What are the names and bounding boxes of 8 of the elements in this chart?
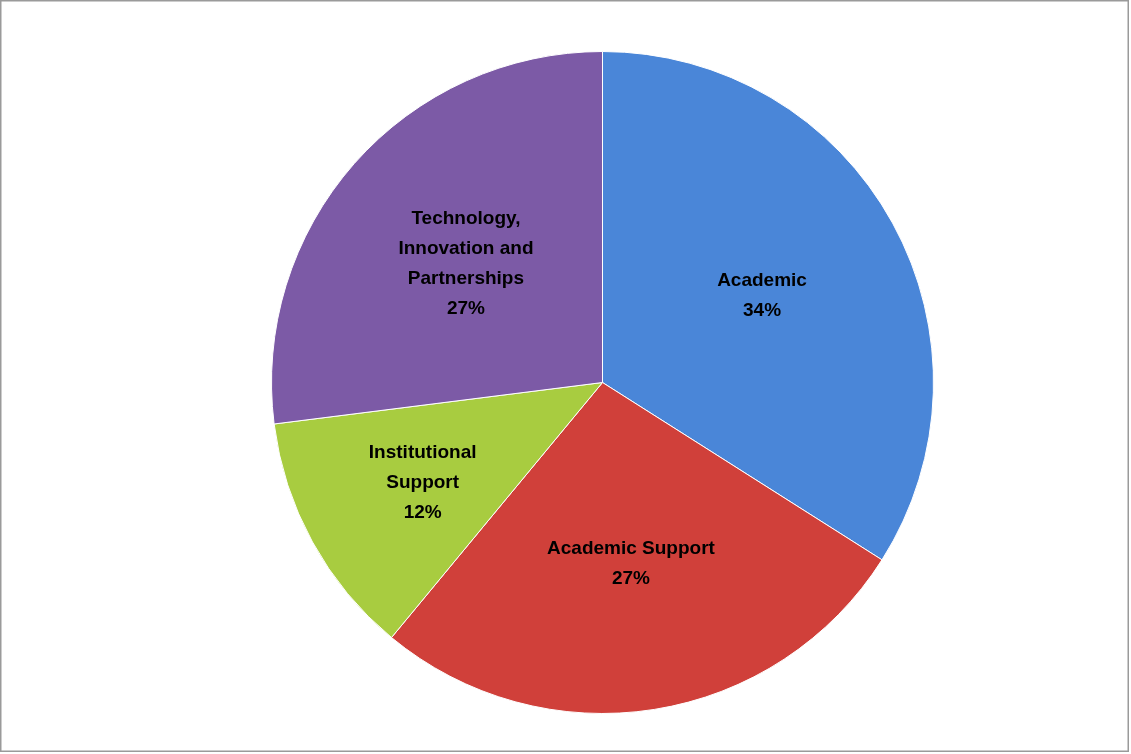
slice-label: Institutional Support xyxy=(368,440,477,492)
data-label: 27% xyxy=(611,566,651,588)
slice-label: Technology, Innovation and Partnerships xyxy=(398,206,534,288)
data-label: 12% xyxy=(403,500,442,522)
slice-label: Academic Support xyxy=(547,536,716,558)
slice-label: Academic xyxy=(717,269,808,291)
data-label: 34% xyxy=(743,299,782,321)
data-label: 27% xyxy=(446,296,486,318)
